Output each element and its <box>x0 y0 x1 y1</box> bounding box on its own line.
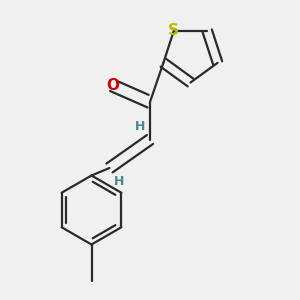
Text: O: O <box>106 78 119 93</box>
Text: H: H <box>114 175 124 188</box>
Text: S: S <box>168 23 179 38</box>
Text: H: H <box>135 119 146 133</box>
